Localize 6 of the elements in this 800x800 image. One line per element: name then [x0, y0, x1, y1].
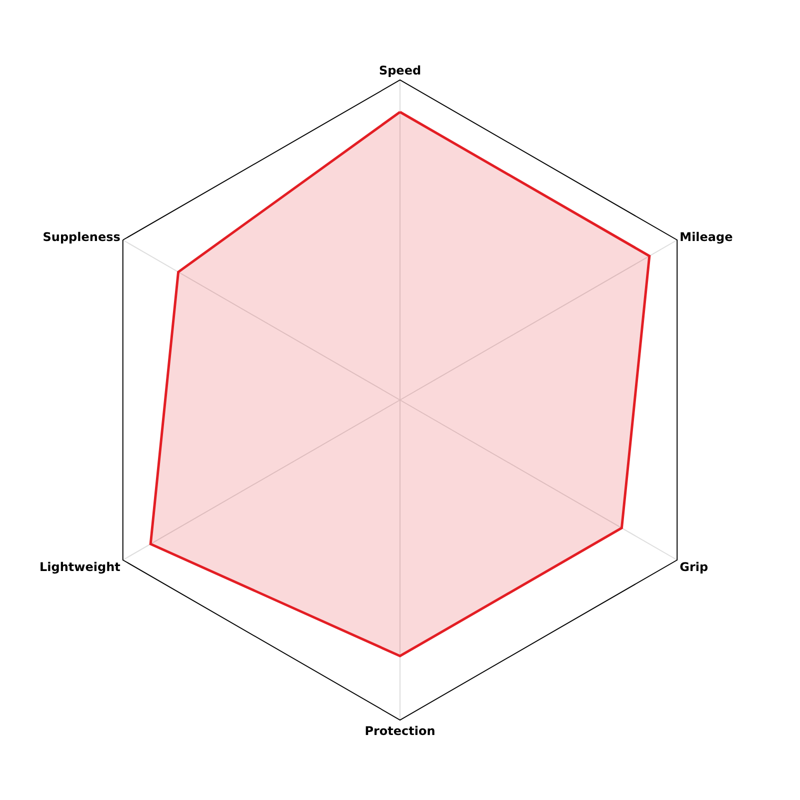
spoke-label: Grip — [680, 560, 709, 574]
spoke-label: Protection — [364, 724, 436, 738]
spoke-label: Lightweight — [40, 560, 121, 574]
spoke-label: Suppleness — [42, 230, 120, 244]
spoke-label: Speed — [378, 64, 422, 78]
spoke-label: Mileage — [680, 230, 733, 244]
